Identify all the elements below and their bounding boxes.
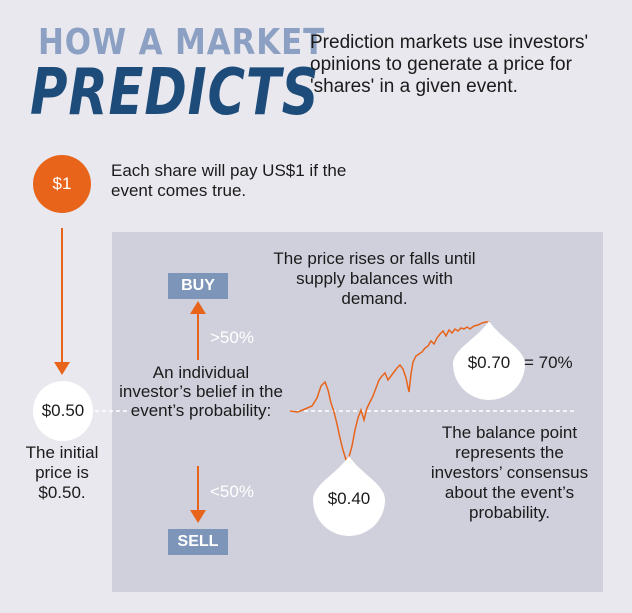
dollar-coin-label: $1 xyxy=(52,174,72,193)
payout-text: Each share will pay US$1 if the event co… xyxy=(111,161,347,200)
above-50-label: >50% xyxy=(210,328,254,347)
initial-price-text: The initial price is $0.50. xyxy=(25,443,99,502)
sell-arrow-head-icon xyxy=(190,510,206,523)
initial-price-coin-icon: $0.50 xyxy=(33,381,93,441)
buy-badge: BUY xyxy=(168,273,228,299)
intro-text: Prediction markets use investors' opinio… xyxy=(310,32,589,97)
low-price-label: $0.40 xyxy=(327,489,371,508)
high-price-drop-icon xyxy=(453,321,525,400)
below-50-label: <50% xyxy=(210,482,254,501)
balance-point-text: The balance point represents the investo… xyxy=(430,423,589,522)
price-movement-text: The price rises or falls until supply ba… xyxy=(273,249,476,308)
dollar-coin-icon: $1 xyxy=(33,155,91,213)
price-line xyxy=(289,321,490,462)
buy-arrow-head-icon xyxy=(190,301,206,314)
belief-text: An individual investor’s belief in the e… xyxy=(119,363,283,420)
title-top: HOW A MARKET xyxy=(38,22,326,63)
high-price-label: $0.70 xyxy=(467,353,511,372)
low-price-drop-icon xyxy=(313,456,385,536)
sell-badge: SELL xyxy=(168,529,228,555)
page-title: PREDICTS xyxy=(30,56,320,130)
probability-equals-label: = 70% xyxy=(524,353,573,372)
initial-coin-label: $0.50 xyxy=(41,401,85,420)
down-arrow-head-icon xyxy=(54,362,70,375)
